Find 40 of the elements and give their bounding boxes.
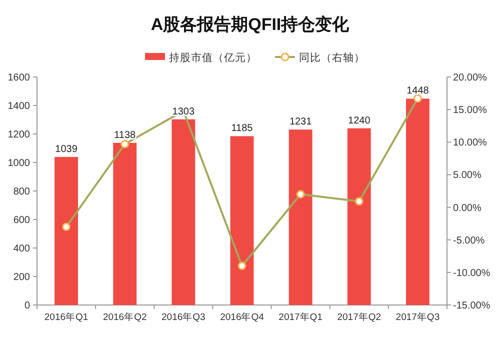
y2-tick-label: -15.00% (453, 300, 490, 312)
y-tick-label: 1600 (8, 72, 30, 84)
y-tick-label: 1200 (8, 130, 30, 140)
data-label: 1231 (289, 116, 312, 128)
x-tick-label: 2017年Q1 (278, 311, 322, 323)
y-tick-label: 0 (24, 300, 30, 312)
bar (172, 119, 196, 305)
y-tick-label: 1000 (8, 158, 30, 169)
x-tick-label: 2016年Q3 (162, 311, 206, 323)
bar (54, 156, 78, 305)
y2-tick-label: -5.00% (453, 235, 485, 246)
y2-tick-label: 0.00% (453, 202, 482, 214)
x-tick-label: 2017年Q2 (337, 311, 382, 323)
y2-tick-label: 15.00% (453, 105, 488, 116)
x-tick-label: 2016年Q4 (220, 311, 264, 323)
x-tick-label: 2017年Q3 (396, 311, 440, 323)
chart-title: A股各报告期QFII持仓变化 (150, 15, 350, 34)
data-label: 1240 (348, 115, 371, 126)
y-tick-label: 400 (13, 244, 30, 254)
y-tick-label: 800 (13, 186, 30, 198)
bar (406, 98, 430, 305)
y-tick-label: 600 (13, 215, 30, 226)
data-label: 1185 (231, 123, 254, 134)
x-tick-label: 2016年Q1 (44, 311, 88, 323)
y-tick-label: 1400 (8, 101, 30, 112)
y2-tick-label: -10.00% (453, 268, 490, 279)
bar (230, 136, 254, 305)
legend-label: 持股市值（亿元） (169, 51, 257, 64)
y-tick-label: 200 (13, 272, 30, 283)
y2-tick-label: 10.00% (453, 138, 488, 149)
bar (113, 142, 137, 305)
data-label: 1039 (55, 144, 78, 155)
legend-label: 同比（右轴） (299, 51, 365, 64)
x-tick-label: 2016年Q2 (102, 311, 147, 323)
bar (347, 128, 371, 305)
y2-tick-label: 20.00% (453, 72, 488, 84)
data-label: 1448 (406, 86, 430, 97)
y2-tick-label: 5.00% (453, 170, 482, 182)
data-label: 1138 (114, 130, 136, 141)
bar (288, 130, 312, 305)
